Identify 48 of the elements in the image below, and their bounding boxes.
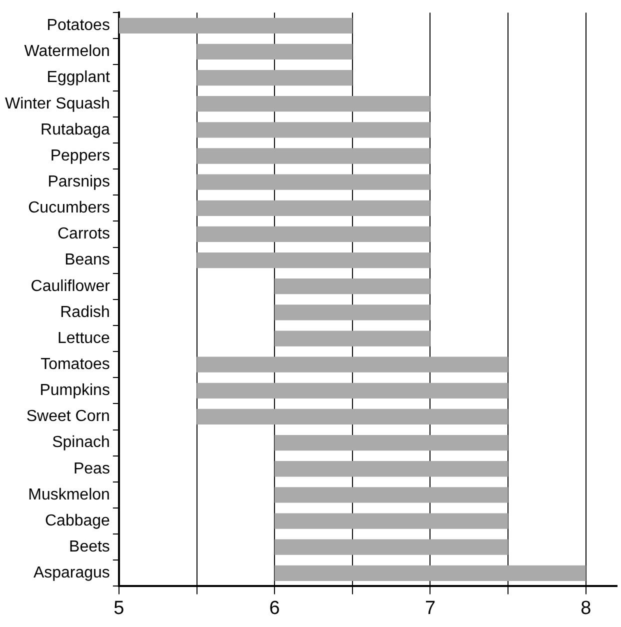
y-tick-label: Peppers — [50, 147, 110, 164]
y-tick-label: Beets — [69, 538, 110, 556]
bar — [274, 278, 430, 294]
bar — [274, 434, 508, 451]
bar — [274, 304, 430, 320]
bar — [196, 226, 430, 242]
bar — [196, 382, 508, 398]
x-tick-label: 8 — [580, 598, 592, 619]
y-tick-label: Sweet Corn — [26, 408, 110, 426]
bar — [196, 408, 508, 425]
x-tick-label: 6 — [269, 598, 280, 619]
bar — [274, 487, 508, 503]
y-tick-label: Cabbage — [44, 512, 110, 530]
bar — [196, 122, 430, 138]
y-tick-label: Parsnips — [48, 173, 110, 190]
y-tick-label: Watermelon — [24, 43, 110, 60]
bar — [196, 356, 508, 372]
x-tick-label: 5 — [114, 598, 124, 619]
y-tick-label: Carrots — [57, 226, 110, 243]
bar — [196, 252, 430, 268]
y-tick-label: Tomatoes — [40, 356, 110, 373]
y-tick-label: Pumpkins — [40, 382, 110, 400]
y-tick-label: Eggplant — [46, 69, 110, 86]
y-tick-label: Asparagus — [33, 564, 110, 582]
bar — [274, 565, 586, 581]
y-tick-label: Lettuce — [57, 330, 110, 347]
y-tick-label: Muskmelon — [28, 486, 110, 504]
y-tick-label: Potatoes — [46, 17, 110, 34]
y-tick-label: Spinach — [52, 434, 110, 452]
bar — [196, 174, 430, 190]
bar — [196, 96, 430, 112]
y-tick-label: Beans — [64, 252, 110, 269]
bar — [196, 148, 430, 164]
bar — [196, 70, 352, 86]
y-tick-label: Winter Squash — [5, 95, 110, 112]
x-tick-label: 7 — [424, 598, 436, 619]
y-tick-label: Radish — [60, 304, 110, 321]
y-tick-label: Rutabaga — [40, 121, 110, 138]
bar — [118, 18, 352, 34]
y-tick-label: Cucumbers — [28, 200, 110, 217]
y-tick-label: Peas — [73, 460, 110, 478]
bar — [274, 461, 508, 477]
bar — [196, 200, 430, 216]
bar — [196, 44, 352, 60]
y-tick-label: Cauliflower — [30, 278, 111, 295]
bar — [274, 513, 508, 529]
bar — [274, 330, 430, 346]
bar — [274, 539, 508, 555]
